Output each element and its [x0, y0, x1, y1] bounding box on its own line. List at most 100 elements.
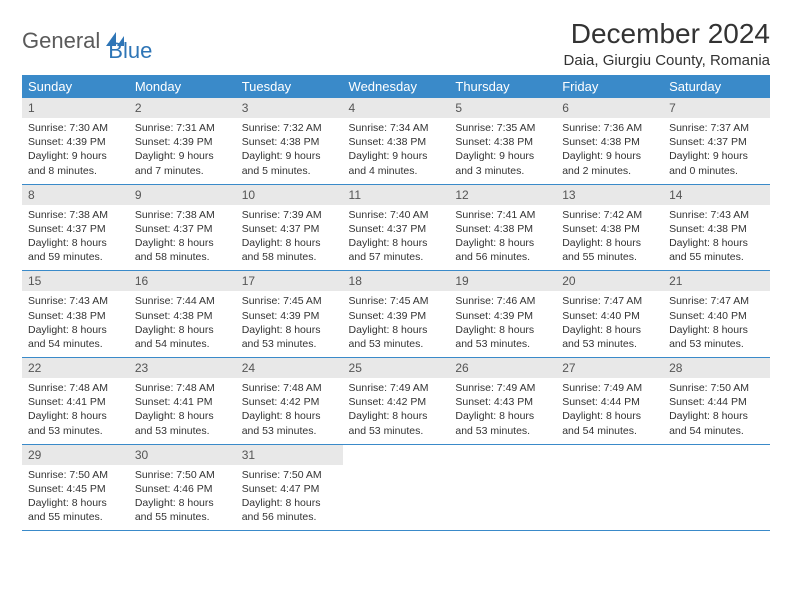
logo: General Blue	[22, 18, 152, 64]
day-number: 21	[663, 271, 770, 291]
calendar-day-cell: 1Sunrise: 7:30 AMSunset: 4:39 PMDaylight…	[22, 98, 129, 184]
day-details: Sunrise: 7:41 AMSunset: 4:38 PMDaylight:…	[449, 205, 556, 271]
day-details: Sunrise: 7:31 AMSunset: 4:39 PMDaylight:…	[129, 118, 236, 184]
day-details: Sunrise: 7:47 AMSunset: 4:40 PMDaylight:…	[556, 291, 663, 357]
calendar-day-cell: 22Sunrise: 7:48 AMSunset: 4:41 PMDayligh…	[22, 358, 129, 445]
calendar-day-cell: 15Sunrise: 7:43 AMSunset: 4:38 PMDayligh…	[22, 271, 129, 358]
calendar-day-cell: 30Sunrise: 7:50 AMSunset: 4:46 PMDayligh…	[129, 444, 236, 531]
calendar-week-row: 1Sunrise: 7:30 AMSunset: 4:39 PMDaylight…	[22, 98, 770, 184]
day-number: 11	[343, 185, 450, 205]
day-number: 8	[22, 185, 129, 205]
day-details: Sunrise: 7:42 AMSunset: 4:38 PMDaylight:…	[556, 205, 663, 271]
calendar-day-cell: 31Sunrise: 7:50 AMSunset: 4:47 PMDayligh…	[236, 444, 343, 531]
day-details: Sunrise: 7:40 AMSunset: 4:37 PMDaylight:…	[343, 205, 450, 271]
day-details: Sunrise: 7:50 AMSunset: 4:45 PMDaylight:…	[22, 465, 129, 531]
day-number: 18	[343, 271, 450, 291]
calendar-day-cell: 19Sunrise: 7:46 AMSunset: 4:39 PMDayligh…	[449, 271, 556, 358]
day-number: 17	[236, 271, 343, 291]
day-number: 4	[343, 98, 450, 118]
day-details: Sunrise: 7:50 AMSunset: 4:46 PMDaylight:…	[129, 465, 236, 531]
calendar-day-cell: 17Sunrise: 7:45 AMSunset: 4:39 PMDayligh…	[236, 271, 343, 358]
day-number: 26	[449, 358, 556, 378]
day-details: Sunrise: 7:49 AMSunset: 4:42 PMDaylight:…	[343, 378, 450, 444]
day-details: Sunrise: 7:49 AMSunset: 4:43 PMDaylight:…	[449, 378, 556, 444]
day-header: Saturday	[663, 75, 770, 98]
day-details: Sunrise: 7:48 AMSunset: 4:41 PMDaylight:…	[129, 378, 236, 444]
calendar-day-cell	[343, 444, 450, 531]
day-number: 23	[129, 358, 236, 378]
day-header: Friday	[556, 75, 663, 98]
day-details: Sunrise: 7:50 AMSunset: 4:47 PMDaylight:…	[236, 465, 343, 531]
calendar-day-cell: 6Sunrise: 7:36 AMSunset: 4:38 PMDaylight…	[556, 98, 663, 184]
day-details: Sunrise: 7:35 AMSunset: 4:38 PMDaylight:…	[449, 118, 556, 184]
calendar-day-cell: 2Sunrise: 7:31 AMSunset: 4:39 PMDaylight…	[129, 98, 236, 184]
calendar-body: 1Sunrise: 7:30 AMSunset: 4:39 PMDaylight…	[22, 98, 770, 531]
calendar-day-cell: 10Sunrise: 7:39 AMSunset: 4:37 PMDayligh…	[236, 184, 343, 271]
day-header: Wednesday	[343, 75, 450, 98]
day-details: Sunrise: 7:43 AMSunset: 4:38 PMDaylight:…	[663, 205, 770, 271]
logo-text-general: General	[22, 28, 100, 54]
location-text: Daia, Giurgiu County, Romania	[564, 52, 770, 69]
calendar-day-cell: 5Sunrise: 7:35 AMSunset: 4:38 PMDaylight…	[449, 98, 556, 184]
calendar-week-row: 22Sunrise: 7:48 AMSunset: 4:41 PMDayligh…	[22, 358, 770, 445]
day-header: Monday	[129, 75, 236, 98]
day-number: 29	[22, 445, 129, 465]
calendar-day-cell: 7Sunrise: 7:37 AMSunset: 4:37 PMDaylight…	[663, 98, 770, 184]
calendar-day-cell: 26Sunrise: 7:49 AMSunset: 4:43 PMDayligh…	[449, 358, 556, 445]
day-details: Sunrise: 7:50 AMSunset: 4:44 PMDaylight:…	[663, 378, 770, 444]
calendar-day-cell: 23Sunrise: 7:48 AMSunset: 4:41 PMDayligh…	[129, 358, 236, 445]
calendar-day-cell	[449, 444, 556, 531]
title-block: December 2024 Daia, Giurgiu County, Roma…	[564, 18, 770, 69]
day-number: 14	[663, 185, 770, 205]
calendar-table: Sunday Monday Tuesday Wednesday Thursday…	[22, 75, 770, 531]
day-number: 9	[129, 185, 236, 205]
calendar-day-cell: 14Sunrise: 7:43 AMSunset: 4:38 PMDayligh…	[663, 184, 770, 271]
calendar-day-cell: 12Sunrise: 7:41 AMSunset: 4:38 PMDayligh…	[449, 184, 556, 271]
day-details: Sunrise: 7:47 AMSunset: 4:40 PMDaylight:…	[663, 291, 770, 357]
day-number: 1	[22, 98, 129, 118]
day-details: Sunrise: 7:39 AMSunset: 4:37 PMDaylight:…	[236, 205, 343, 271]
day-details: Sunrise: 7:38 AMSunset: 4:37 PMDaylight:…	[22, 205, 129, 271]
calendar-day-cell: 20Sunrise: 7:47 AMSunset: 4:40 PMDayligh…	[556, 271, 663, 358]
calendar-day-cell: 18Sunrise: 7:45 AMSunset: 4:39 PMDayligh…	[343, 271, 450, 358]
day-details: Sunrise: 7:43 AMSunset: 4:38 PMDaylight:…	[22, 291, 129, 357]
calendar-day-cell: 8Sunrise: 7:38 AMSunset: 4:37 PMDaylight…	[22, 184, 129, 271]
day-number: 22	[22, 358, 129, 378]
calendar-day-cell: 28Sunrise: 7:50 AMSunset: 4:44 PMDayligh…	[663, 358, 770, 445]
calendar-week-row: 15Sunrise: 7:43 AMSunset: 4:38 PMDayligh…	[22, 271, 770, 358]
calendar-day-cell: 21Sunrise: 7:47 AMSunset: 4:40 PMDayligh…	[663, 271, 770, 358]
month-title: December 2024	[564, 18, 770, 50]
day-number: 16	[129, 271, 236, 291]
day-number: 27	[556, 358, 663, 378]
calendar-day-cell: 25Sunrise: 7:49 AMSunset: 4:42 PMDayligh…	[343, 358, 450, 445]
day-header-row: Sunday Monday Tuesday Wednesday Thursday…	[22, 75, 770, 98]
day-details: Sunrise: 7:36 AMSunset: 4:38 PMDaylight:…	[556, 118, 663, 184]
day-details: Sunrise: 7:46 AMSunset: 4:39 PMDaylight:…	[449, 291, 556, 357]
calendar-day-cell: 16Sunrise: 7:44 AMSunset: 4:38 PMDayligh…	[129, 271, 236, 358]
day-details: Sunrise: 7:34 AMSunset: 4:38 PMDaylight:…	[343, 118, 450, 184]
day-number: 3	[236, 98, 343, 118]
day-number: 7	[663, 98, 770, 118]
day-number: 5	[449, 98, 556, 118]
logo-text-blue: Blue	[108, 38, 152, 64]
day-details: Sunrise: 7:48 AMSunset: 4:42 PMDaylight:…	[236, 378, 343, 444]
day-header: Tuesday	[236, 75, 343, 98]
day-details: Sunrise: 7:44 AMSunset: 4:38 PMDaylight:…	[129, 291, 236, 357]
calendar-day-cell: 3Sunrise: 7:32 AMSunset: 4:38 PMDaylight…	[236, 98, 343, 184]
day-header: Thursday	[449, 75, 556, 98]
calendar-day-cell: 13Sunrise: 7:42 AMSunset: 4:38 PMDayligh…	[556, 184, 663, 271]
calendar-day-cell	[663, 444, 770, 531]
day-details: Sunrise: 7:38 AMSunset: 4:37 PMDaylight:…	[129, 205, 236, 271]
day-details: Sunrise: 7:45 AMSunset: 4:39 PMDaylight:…	[343, 291, 450, 357]
day-header: Sunday	[22, 75, 129, 98]
day-number: 25	[343, 358, 450, 378]
calendar-week-row: 29Sunrise: 7:50 AMSunset: 4:45 PMDayligh…	[22, 444, 770, 531]
day-details: Sunrise: 7:48 AMSunset: 4:41 PMDaylight:…	[22, 378, 129, 444]
day-number: 2	[129, 98, 236, 118]
calendar-day-cell: 4Sunrise: 7:34 AMSunset: 4:38 PMDaylight…	[343, 98, 450, 184]
day-number: 19	[449, 271, 556, 291]
day-number: 24	[236, 358, 343, 378]
day-number: 30	[129, 445, 236, 465]
day-details: Sunrise: 7:30 AMSunset: 4:39 PMDaylight:…	[22, 118, 129, 184]
calendar-day-cell	[556, 444, 663, 531]
